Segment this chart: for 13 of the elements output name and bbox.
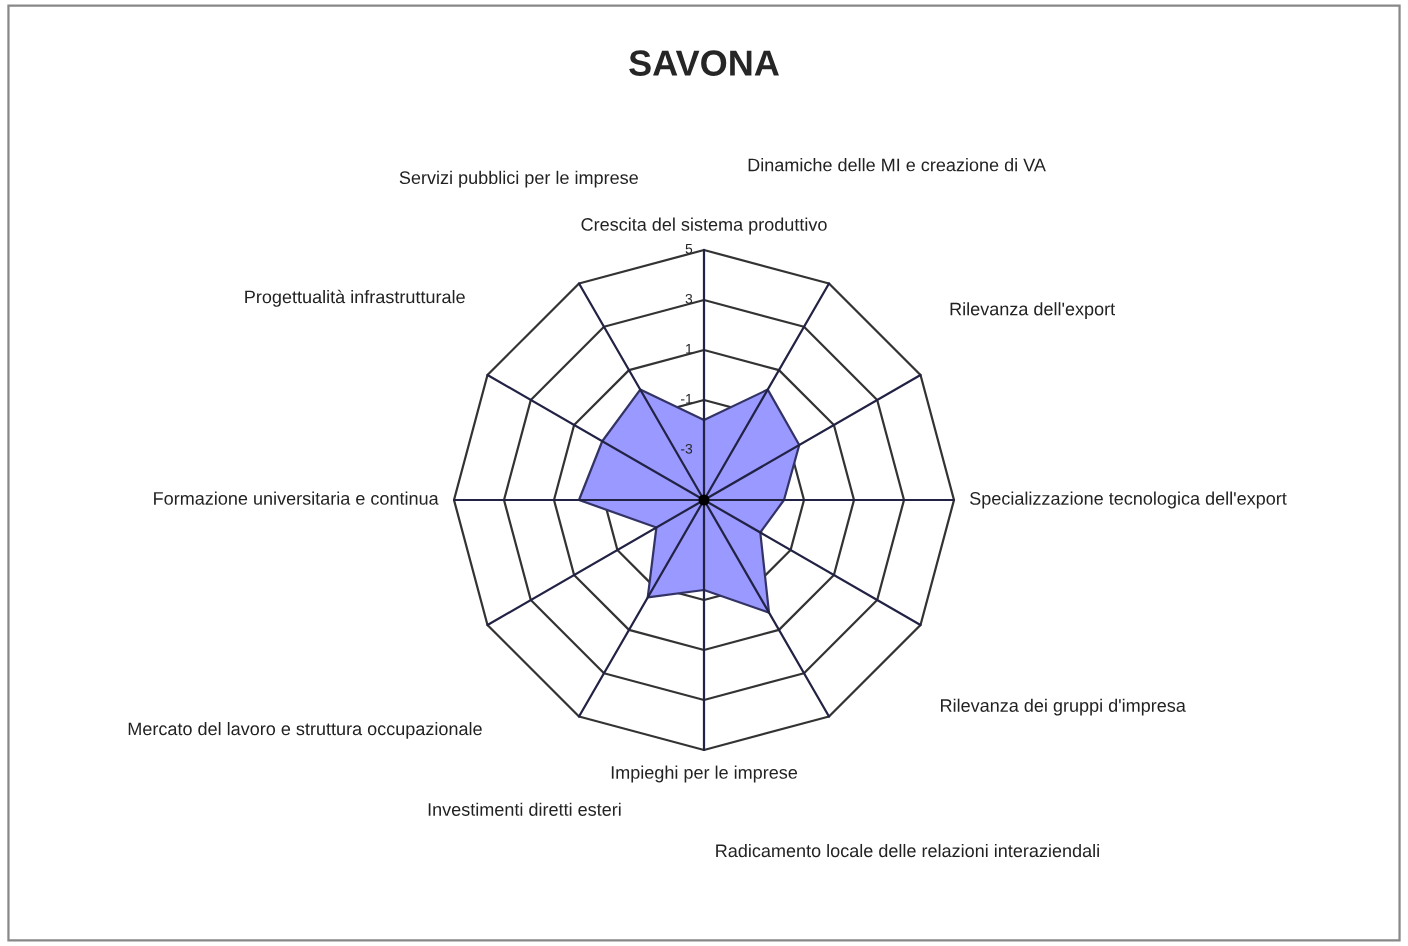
- spoke-label: Investimenti diretti esteri: [428, 802, 621, 816]
- spoke-label: Impieghi per le imprese: [611, 765, 798, 783]
- spoke-label: Dinamiche delle MI e creazione di VA: [748, 158, 1046, 172]
- chart-title: SAVONA: [629, 50, 779, 76]
- spoke-label: Crescita del sistema produttivo: [581, 217, 827, 235]
- spoke-label: Progettualità infrastrutturale: [245, 289, 465, 307]
- spoke-label: Specializzazione tecnologica dell'export: [970, 491, 1287, 509]
- spoke-label: Radicamento locale delle relazioni interaziendali: [716, 843, 1099, 858]
- spoke-label: Formazione universitaria e continua: [154, 491, 439, 505]
- spoke-label: Mercato del lavoro e struttura occupazionale: [128, 722, 482, 739]
- spoke-label: Rilevanza dell'export: [950, 302, 1116, 319]
- spoke-label: Rilevanza dei gruppi d'impresa: [941, 698, 1186, 716]
- spoke-label: Servizi pubblici per le imprese: [399, 170, 638, 188]
